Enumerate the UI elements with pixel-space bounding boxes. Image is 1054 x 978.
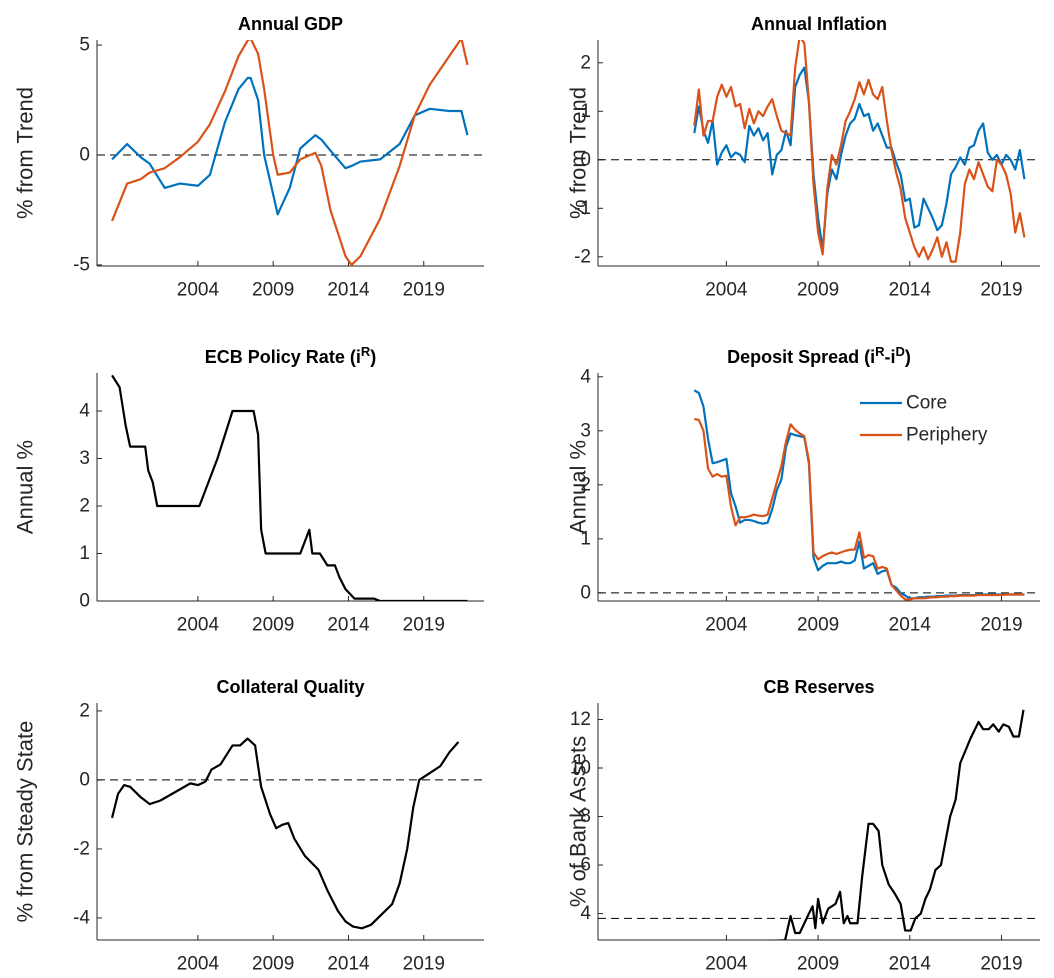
- y-tick-label: 3: [580, 420, 591, 441]
- x-tick-label: 2004: [705, 615, 748, 636]
- x-tick-label: 2019: [403, 954, 445, 975]
- y-tick-label: 1: [580, 528, 591, 549]
- x-tick-label: 2004: [177, 954, 220, 975]
- y-tick-label: 0: [79, 144, 90, 165]
- title-part: D: [896, 344, 905, 359]
- y-tick-label: 0: [580, 149, 591, 170]
- title-part: R: [361, 344, 371, 359]
- y-tick-label: 8: [580, 806, 591, 827]
- y-axis-label: % of Bank Assets: [566, 736, 591, 907]
- x-tick-label: 2019: [403, 615, 445, 636]
- x-tick-label: 2009: [252, 954, 294, 975]
- x-tick-label: 2009: [252, 280, 294, 301]
- data-line: [694, 417, 1025, 601]
- x-tick-label: 2004: [705, 954, 748, 975]
- legend-label: Periphery: [906, 425, 988, 446]
- x-tick-label: 2019: [403, 280, 445, 301]
- x-tick-label: 2004: [705, 280, 748, 301]
- y-axis-label: Annual %: [13, 440, 38, 534]
- y-axis-label: % from Steady State: [13, 721, 38, 923]
- y-tick-label: 0: [580, 582, 591, 603]
- x-tick-label: 2019: [980, 954, 1022, 975]
- x-tick-label: 2019: [980, 615, 1022, 636]
- data-line: [110, 737, 460, 930]
- y-tick-label: 3: [79, 448, 90, 469]
- title-part: ECB Policy Rate (i: [205, 347, 361, 367]
- title-part: -i: [885, 347, 896, 367]
- title-part: ): [370, 347, 376, 367]
- x-tick-label: 2009: [797, 280, 839, 301]
- title-part: ): [905, 347, 911, 367]
- x-tick-label: 2014: [889, 615, 932, 636]
- data-line: [111, 374, 468, 601]
- y-axis-label: % from Trend: [13, 87, 38, 219]
- panel-title: Annual Inflation: [751, 14, 887, 34]
- y-tick-label: -4: [73, 907, 90, 928]
- title-part: R: [875, 344, 885, 359]
- y-axis-label: % from Trend: [566, 87, 591, 219]
- x-tick-label: 2019: [980, 280, 1022, 301]
- x-tick-label: 2014: [327, 280, 370, 301]
- y-tick-label: 2: [580, 474, 591, 495]
- data-line: [693, 40, 1026, 263]
- y-tick-label: 2: [580, 52, 591, 73]
- y-tick-label: -1: [574, 198, 591, 219]
- y-tick-label: -5: [73, 254, 90, 275]
- data-line: [111, 40, 469, 266]
- y-tick-label: 4: [79, 401, 90, 422]
- y-tick-label: 5: [79, 35, 90, 56]
- title-part: Deposit Spread (i: [727, 347, 875, 367]
- y-tick-label: 2: [79, 496, 90, 517]
- panel-title: CB Reserves: [763, 677, 874, 697]
- panel: Collateral Quality % from Steady State -4 -…: [13, 677, 484, 975]
- data-line: [111, 76, 469, 216]
- y-tick-label: -2: [73, 838, 90, 859]
- x-tick-label: 2014: [889, 280, 932, 301]
- y-tick-label: 4: [580, 366, 591, 387]
- legend-label: Core: [906, 393, 947, 414]
- panel: Annual GDP % from Trend -5 0 5 2004 2009 2014 20…: [13, 14, 484, 301]
- y-tick-label: 2: [79, 700, 90, 721]
- panel-title: Deposit Spread (iR-iD): [727, 344, 911, 368]
- data-line: [767, 709, 1025, 940]
- x-tick-label: 2009: [252, 615, 294, 636]
- x-tick-label: 2014: [889, 954, 932, 975]
- y-tick-label: 6: [580, 855, 591, 876]
- y-tick-label: 1: [580, 101, 591, 122]
- y-axis-label: Annual %: [566, 440, 591, 534]
- panel-title: Collateral Quality: [216, 677, 364, 697]
- panel: ECB Policy Rate (iR) Annual % 0 1 2 3 4 2004 200…: [13, 344, 484, 636]
- x-tick-label: 2009: [797, 954, 839, 975]
- data-line: [693, 66, 1026, 251]
- panel-title: ECB Policy Rate (iR): [205, 344, 376, 368]
- panel-title: Annual GDP: [238, 14, 343, 34]
- panel: Deposit Spread (iR-iD) Annual % 0 1 2 3 4 2004 2…: [566, 344, 1040, 636]
- y-tick-label: 0: [79, 591, 90, 612]
- y-tick-label: 1: [79, 543, 90, 564]
- panel: Annual Inflation % from Trend -2 -1 0 1 2 2004 2…: [566, 14, 1040, 301]
- x-tick-label: 2009: [797, 615, 839, 636]
- data-line: [693, 389, 1025, 600]
- x-tick-label: 2004: [177, 615, 220, 636]
- x-tick-label: 2014: [327, 615, 370, 636]
- y-tick-label: 12: [570, 709, 591, 730]
- y-tick-label: -2: [574, 246, 591, 267]
- y-tick-label: 0: [79, 769, 90, 790]
- x-tick-label: 2014: [327, 954, 370, 975]
- y-tick-label: 4: [580, 903, 591, 924]
- y-tick-label: 10: [570, 758, 591, 779]
- x-tick-label: 2004: [177, 280, 220, 301]
